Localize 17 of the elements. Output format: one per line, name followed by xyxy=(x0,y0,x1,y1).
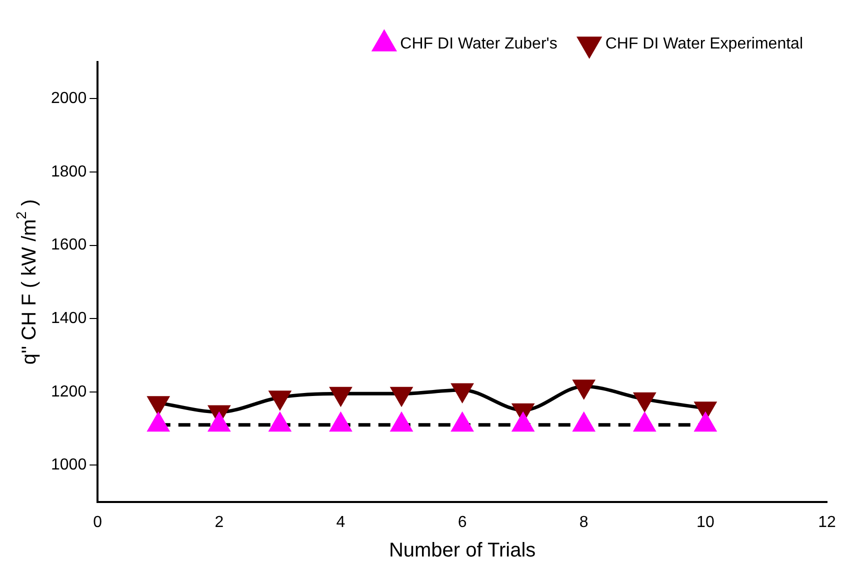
x-tick-label: 0 xyxy=(93,514,102,531)
legend-label: CHF DI Water Experimental xyxy=(605,35,803,52)
y-tick-label: 1400 xyxy=(51,310,87,327)
y-axis-title: q'' CH F ( kW /m2 ) xyxy=(12,199,41,365)
x-tick-label: 4 xyxy=(336,514,346,531)
x-tick-label: 2 xyxy=(214,514,224,531)
x-axis-title: Number of Trials xyxy=(388,540,536,562)
y-tick-label: 1000 xyxy=(51,456,87,474)
y-tick-label: 2000 xyxy=(51,90,87,108)
y-tick-label: 1600 xyxy=(51,236,87,254)
y-tick-label: 1800 xyxy=(51,163,87,180)
x-tick-label: 8 xyxy=(579,514,588,531)
x-tick-label: 6 xyxy=(458,514,467,531)
y-tick-label: 1200 xyxy=(51,383,87,400)
x-tick-label: 10 xyxy=(696,514,714,531)
x-tick-label: 12 xyxy=(818,514,836,531)
legend-label: CHF DI Water Zuber's xyxy=(400,35,558,52)
